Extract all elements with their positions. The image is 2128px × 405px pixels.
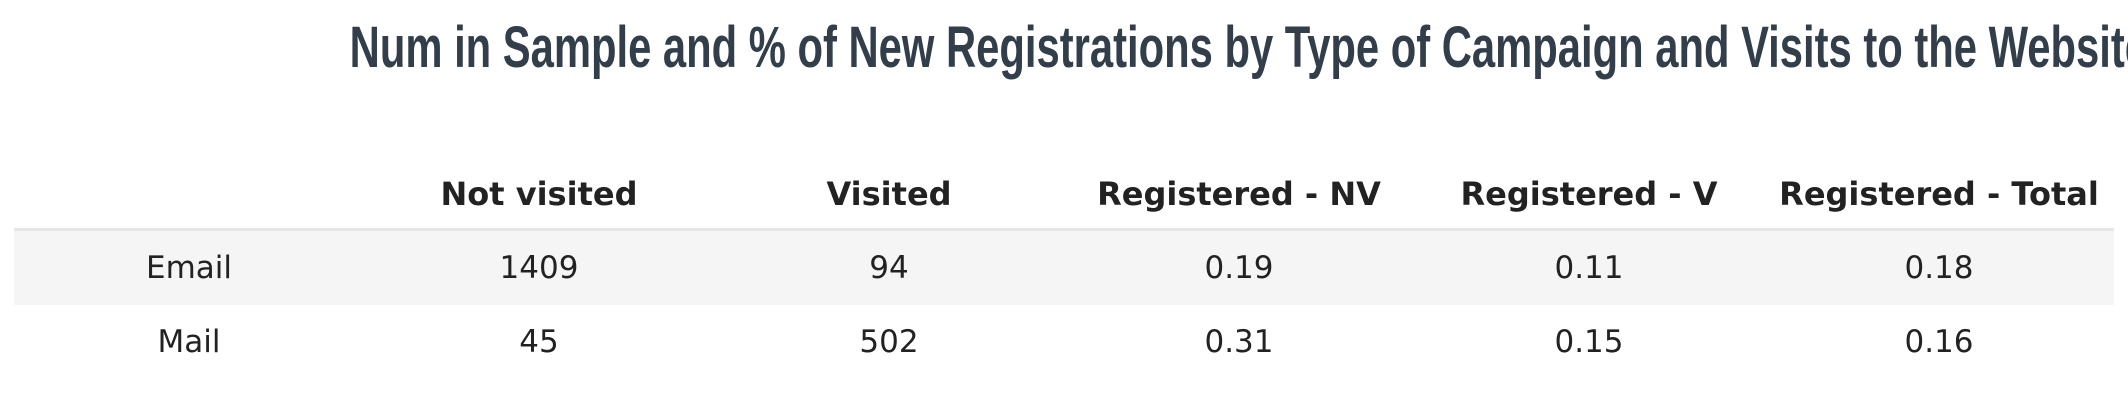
title-bar: Num in Sample and % of New Registrations… [0, 14, 2128, 81]
cell: 1409 [364, 229, 714, 305]
table-row: Email 1409 94 0.19 0.11 0.18 [14, 229, 2114, 305]
cell: 94 [714, 229, 1064, 305]
cell: 0.18 [1764, 229, 2114, 305]
table-head: Not visited Visited Registered - NV Registe… [14, 160, 2114, 231]
header-cell: Registered - V [1414, 160, 1764, 231]
table-body: Email 1409 94 0.19 0.11 0.18 Mail 45 502 0.31 0.15… [14, 229, 2114, 380]
cell: 0.31 [1204, 324, 1274, 360]
cell: 0.11 [1414, 229, 1764, 305]
header-cell [14, 160, 364, 231]
row-label: Email [14, 229, 364, 305]
cell: 0.16 [1904, 324, 1974, 360]
cell: 0.19 [1064, 229, 1414, 305]
cell: 45 [519, 324, 559, 360]
header-cell: Registered - Total [1764, 160, 2114, 231]
header-row: Not visited Visited Registered - NV Registe… [14, 160, 2114, 231]
row-label: Mail [157, 324, 221, 360]
data-table: Not visited Visited Registered - NV Registe… [14, 160, 2114, 379]
header-cell: Registered - NV [1064, 160, 1414, 231]
header-cell: Visited [714, 160, 1064, 231]
header-cell: Not visited [364, 160, 714, 231]
cell: 502 [859, 324, 919, 360]
cell: 0.15 [1554, 324, 1624, 360]
title: Num in Sample and % of New Registrations… [349, 15, 2128, 80]
table-row: Mail 45 502 0.31 0.15 0.16 [14, 305, 2114, 379]
